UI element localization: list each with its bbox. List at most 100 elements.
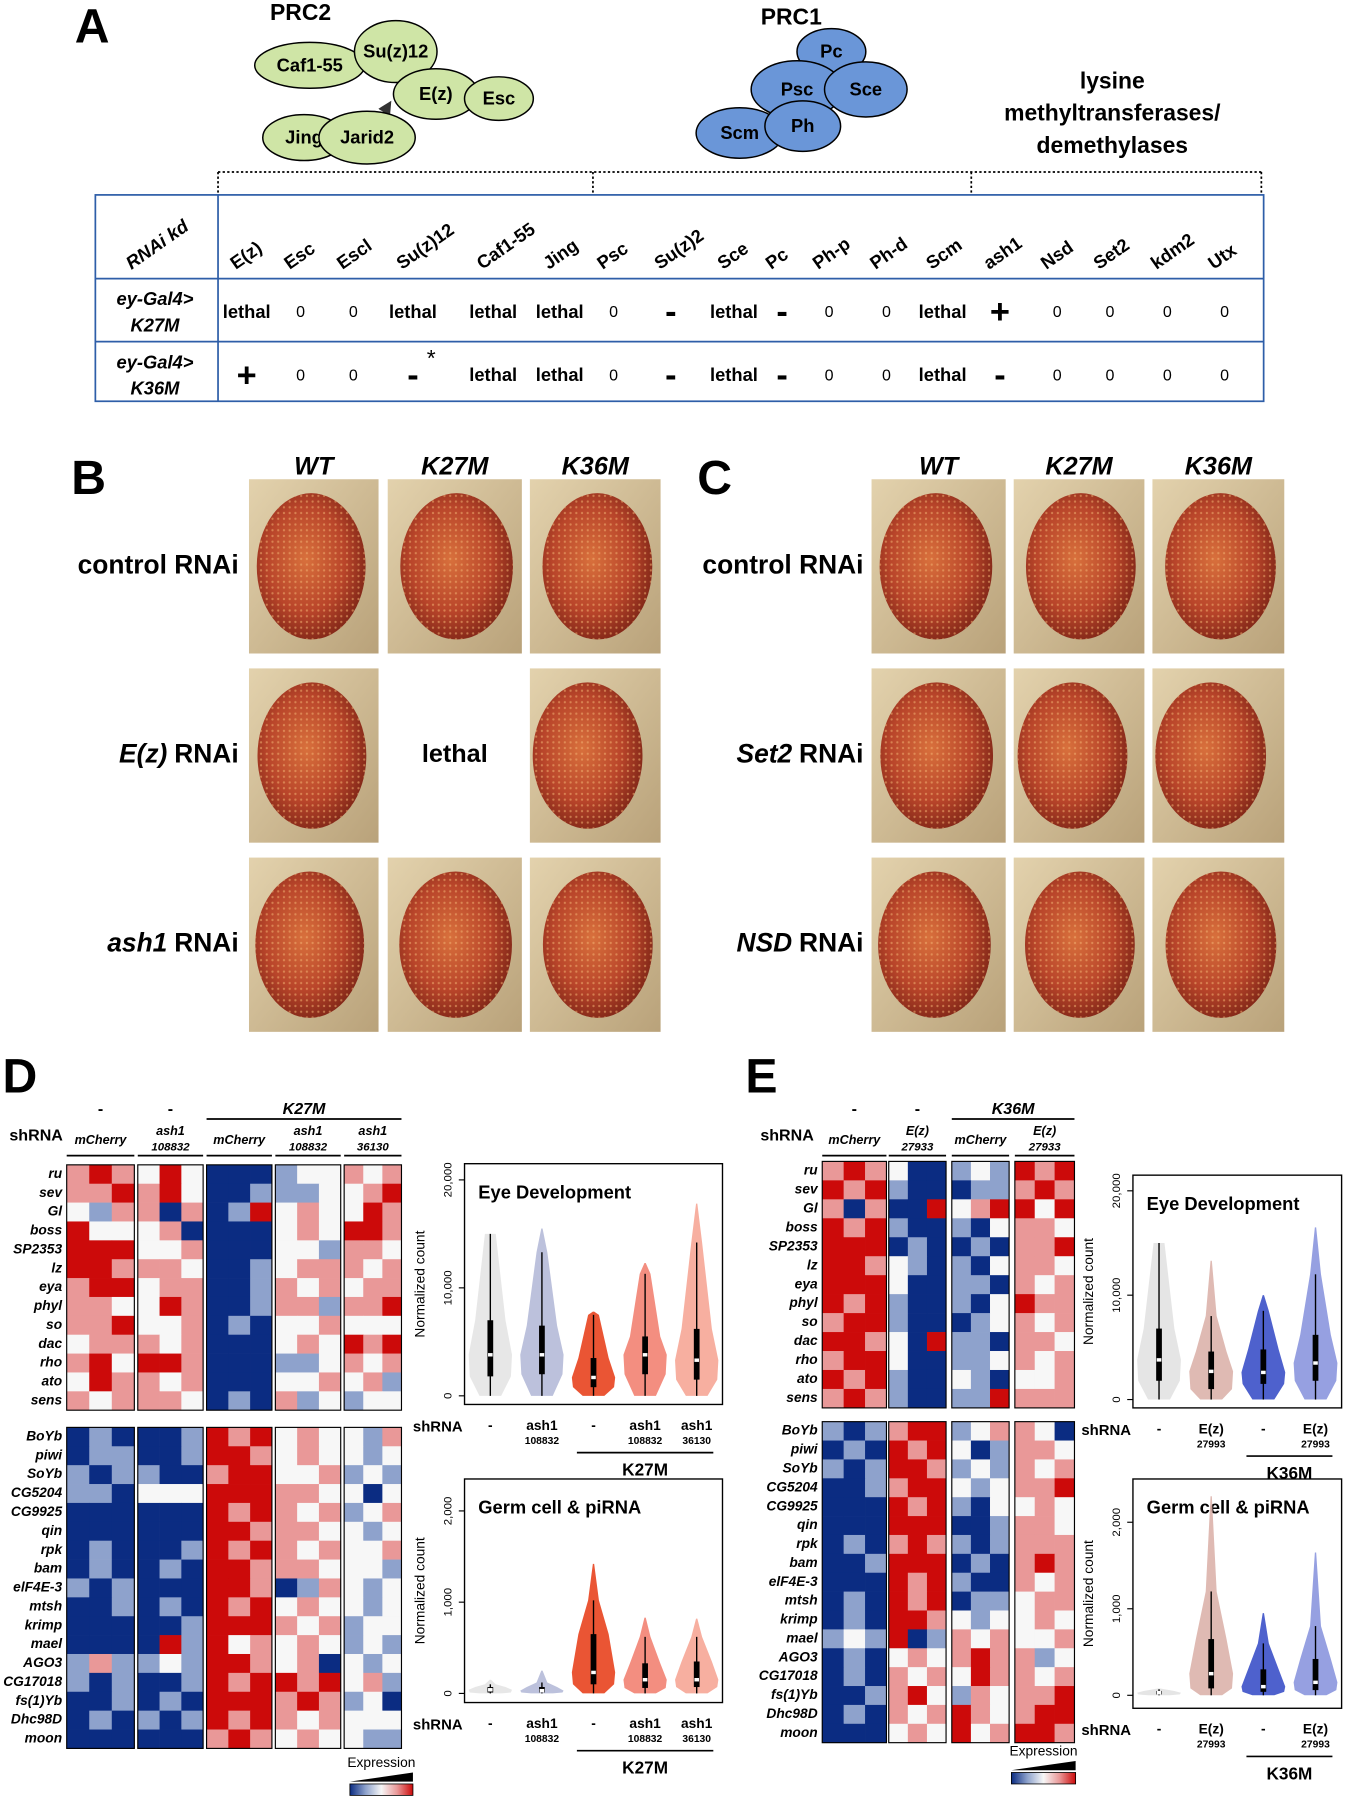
heatmap-cell	[1014, 1478, 1036, 1498]
heatmap-cell	[865, 1629, 887, 1649]
heatmap-cell	[181, 1296, 204, 1317]
heatmap-cell	[318, 1465, 342, 1485]
heatmap-cell	[89, 1315, 113, 1336]
heatmap-cell	[990, 1648, 1010, 1668]
violin-median	[1208, 1671, 1214, 1676]
heatmap-cell	[159, 1202, 182, 1222]
heatmap-cell	[1054, 1369, 1075, 1390]
heatmap-cell	[250, 1427, 273, 1447]
group-id: 27933	[900, 1142, 933, 1154]
heatmap-cell	[926, 1180, 947, 1200]
group-label: ash1	[156, 1124, 185, 1138]
heatmap-cell	[159, 1278, 182, 1298]
x-tick-sublabel: 108832	[525, 1734, 560, 1745]
heatmap-cell	[250, 1240, 273, 1260]
heatmap-cell	[951, 1369, 972, 1390]
heatmap-cell	[865, 1516, 887, 1536]
heatmap-cell	[926, 1256, 947, 1276]
heatmap-cell	[970, 1388, 991, 1409]
heatmap-cell	[843, 1275, 866, 1295]
heatmap-cell	[159, 1391, 182, 1411]
eye-facets	[542, 871, 653, 1018]
heatmap-cell	[318, 1653, 342, 1674]
violin-box	[693, 1328, 700, 1380]
heatmap-cell	[66, 1465, 90, 1485]
plot-title: Eye Development	[1147, 1193, 1300, 1214]
heatmap-cell	[66, 1672, 90, 1693]
heatmap-cell	[888, 1459, 909, 1479]
heatmap-cell	[137, 1391, 160, 1411]
heatmap-cell	[382, 1334, 402, 1354]
eye-facets	[1025, 493, 1136, 640]
heatmap-cell	[1034, 1553, 1055, 1574]
eye-facets	[256, 493, 366, 640]
heatmap-cell	[318, 1616, 342, 1636]
heatmap-cell	[297, 1164, 320, 1185]
heatmap-cell	[275, 1540, 298, 1560]
heatmap-cell	[363, 1259, 383, 1279]
heatmap-cell	[951, 1629, 972, 1649]
table-cell: 0	[296, 303, 305, 321]
eye-facets	[257, 682, 367, 829]
heatmap-cell	[865, 1723, 887, 1744]
group-label: E(z)	[1033, 1124, 1056, 1138]
heatmap-cell	[822, 1421, 844, 1441]
gene-name: Set2	[737, 739, 793, 769]
heatmap-cell	[843, 1610, 866, 1630]
heatmap-cell	[344, 1540, 364, 1560]
column-header: Ph-d	[866, 233, 911, 274]
gene-name: ash1	[107, 928, 167, 958]
heatmap-cell	[344, 1653, 364, 1674]
heatmap-cell	[970, 1686, 991, 1706]
heatmap-cell	[250, 1521, 273, 1542]
heatmap-cell	[888, 1497, 909, 1517]
violin-box	[487, 1320, 494, 1377]
heatmap-cell	[926, 1723, 947, 1744]
eye-photo	[529, 479, 661, 654]
heatmap-cell	[865, 1180, 887, 1200]
heatmap-cell	[297, 1465, 320, 1485]
heatmap-cell	[89, 1502, 113, 1523]
column-header: K27M	[1045, 452, 1113, 480]
heatmap-cell	[865, 1199, 887, 1219]
complex-title: PRC2	[270, 0, 331, 25]
heatmap-cell	[159, 1578, 182, 1598]
heatmap-cell	[111, 1672, 135, 1693]
table-cell: -	[665, 356, 676, 394]
heatmap-cell	[970, 1516, 991, 1536]
table-cell: 0	[609, 303, 618, 321]
heatmap-cell	[1014, 1256, 1036, 1276]
heatmap-cell	[1054, 1421, 1075, 1441]
heatmap-cell	[89, 1240, 113, 1260]
heatmap-cell	[250, 1729, 273, 1749]
heatmap-cell	[990, 1610, 1010, 1630]
plot-title: Eye Development	[478, 1181, 631, 1202]
x-tick-label: ash1	[526, 1716, 558, 1731]
group-id: 36130	[357, 1142, 389, 1154]
heatmap-cell	[111, 1653, 135, 1674]
heatmap-cell	[111, 1691, 135, 1711]
group-label: K27M	[622, 1758, 668, 1778]
heatmap-cell	[250, 1653, 273, 1674]
heatmap-cell	[907, 1704, 928, 1725]
group-label: K36M	[1267, 1463, 1313, 1483]
heatmap-cell	[382, 1202, 402, 1222]
violin-median	[591, 1670, 596, 1675]
x-tick-label: -	[1157, 1722, 1162, 1737]
gene-label: rho	[40, 1355, 62, 1370]
heatmap-cell	[382, 1372, 402, 1392]
heatmap-cell	[137, 1353, 160, 1373]
heatmap-cell	[344, 1578, 364, 1598]
heatmap-cell	[888, 1648, 909, 1668]
heatmap-cell	[159, 1540, 182, 1560]
heatmap-cell	[206, 1597, 229, 1617]
heatmap-cell	[206, 1484, 229, 1504]
heatmap-cell	[970, 1478, 991, 1498]
heatmap-cell	[206, 1559, 229, 1579]
heatmap-cell	[297, 1221, 320, 1241]
eye-photo	[529, 857, 661, 1032]
column-header: Scm	[922, 234, 966, 273]
legend-bar	[349, 1783, 414, 1796]
table-cell: lethal	[919, 301, 967, 322]
heatmap-cell	[318, 1221, 342, 1241]
